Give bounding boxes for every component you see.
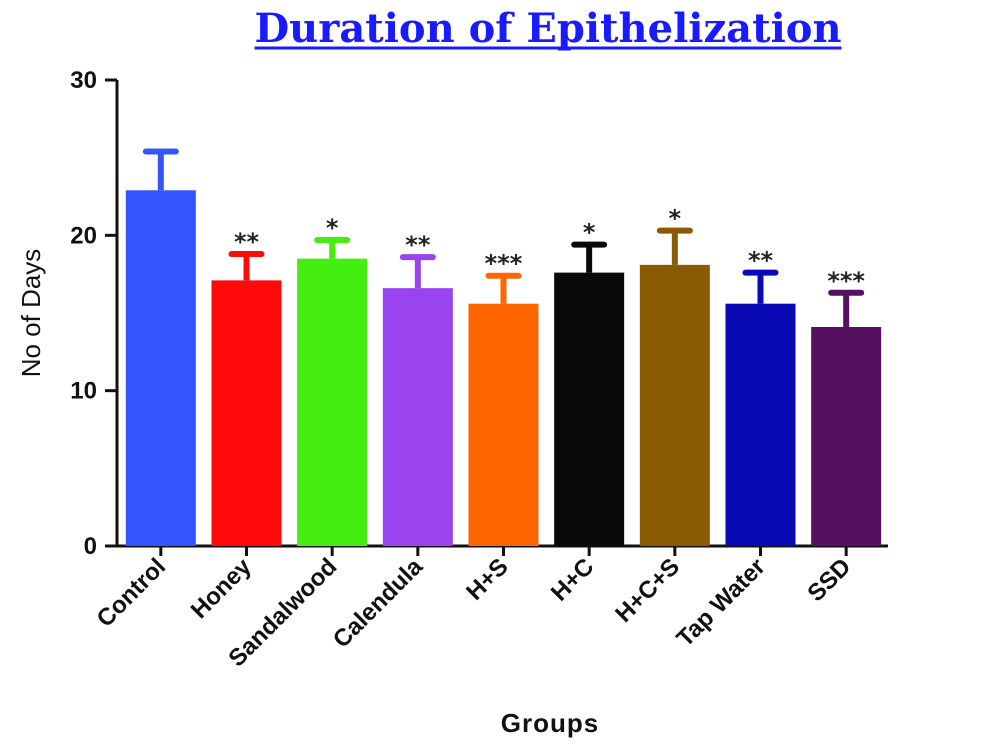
bar-h-c: [554, 272, 625, 546]
y-tick-label: 0: [84, 533, 97, 560]
bar-h-c-s: [639, 264, 710, 546]
y-axis-title: No of Days: [16, 249, 46, 378]
significance-label: *: [583, 219, 596, 247]
significance-label: **: [234, 228, 260, 256]
bar-control: [125, 190, 196, 546]
x-tick-label: Calendula: [328, 553, 429, 654]
significance-label: **: [748, 247, 774, 275]
bar-tap-water: [725, 303, 796, 546]
bar-calendula: [382, 288, 453, 546]
significance-marks: ** ******* ******: [234, 205, 865, 295]
x-axis-title: Groups: [501, 708, 599, 738]
y-axis: 0 10 20 30: [70, 67, 119, 560]
x-tick-label: SSD: [802, 553, 856, 607]
y-tick-label: 10: [70, 378, 97, 405]
x-tick-label: Honey: [186, 553, 257, 624]
x-tick-label: Control: [92, 553, 171, 632]
bar-sandalwood: [297, 258, 368, 546]
bar-honey: [211, 280, 282, 546]
significance-label: **: [405, 231, 431, 259]
significance-label: *: [669, 205, 682, 233]
x-tick-label: H+C: [546, 553, 600, 607]
significance-label: *: [326, 214, 339, 242]
x-tick-label: H+C+S: [610, 553, 685, 628]
significance-label: ***: [827, 267, 865, 295]
chart-title-group: Duration of Epithelization: [254, 5, 842, 52]
y-tick-label: 30: [70, 67, 97, 94]
chart-title: Duration of Epithelization: [254, 5, 841, 52]
x-tick-label: Tap Water: [672, 553, 771, 652]
significance-label: ***: [485, 250, 523, 278]
bar-h-s: [468, 303, 539, 546]
error-bars: [142, 148, 865, 327]
x-axis: [115, 544, 888, 556]
x-tick-label: H+S: [461, 553, 514, 606]
bars: [125, 190, 882, 546]
y-tick-label: 20: [70, 222, 97, 249]
bar-ssd: [811, 326, 882, 546]
